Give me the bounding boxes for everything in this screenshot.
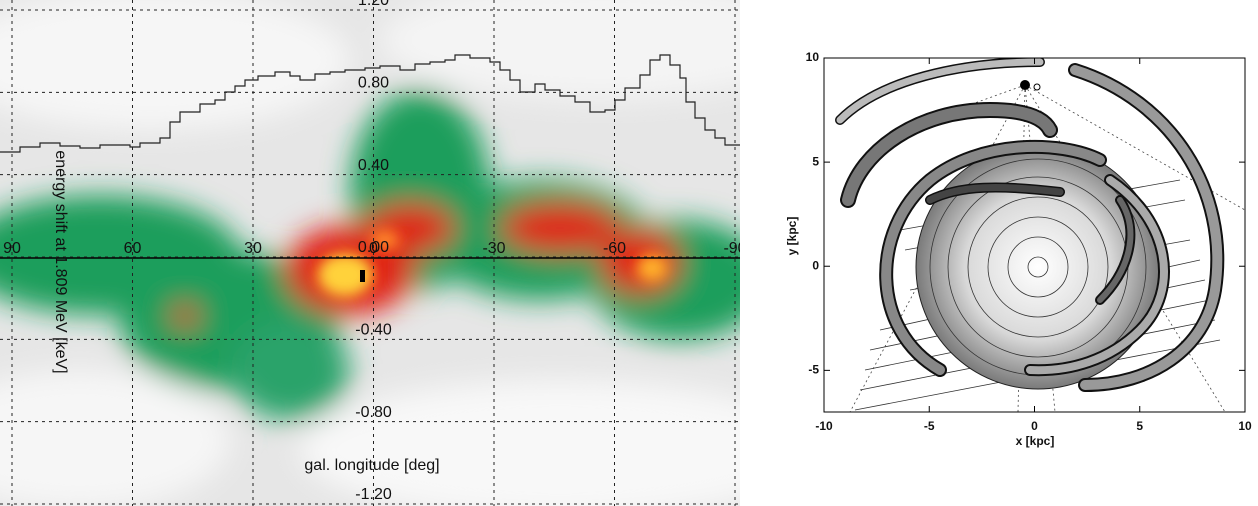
y-tick-label: -0.80: [355, 404, 392, 421]
y-tick-label: 0.40: [358, 157, 389, 174]
x-tick-label: 0: [1031, 419, 1038, 433]
x-tick-label: -30: [482, 240, 505, 257]
x-tick-label: 0: [369, 240, 378, 257]
profile-line: [0, 54, 740, 153]
intensity-map: [0, 0, 740, 506]
x-tick-label: 10: [1238, 419, 1252, 433]
y-tick-label: 5: [812, 154, 819, 168]
left-panel: energy shift at 1.809 MeV [keV] 90 60 30 0 -…: [0, 0, 746, 506]
x-tick-label: 90: [3, 240, 21, 257]
y-tick-label: 0.80: [358, 75, 389, 92]
y-tick-label: -1.20: [355, 486, 392, 503]
y-tick-label: 10: [806, 50, 820, 64]
x-tick-label: -90: [723, 240, 746, 257]
x-tick-label: 5: [1136, 419, 1143, 433]
y-tick-label: 1.20: [358, 0, 389, 9]
y-tick-label: -5: [808, 363, 819, 377]
y-axis-label: energy shift at 1.809 MeV [keV]: [52, 150, 69, 373]
x-tick-label: -5: [924, 419, 935, 433]
y-tick-label: -0.40: [355, 322, 392, 339]
x-tick-label: -60: [603, 240, 626, 257]
x-axis-label: gal. longitude [deg]: [304, 457, 439, 474]
x-tick-label: 60: [124, 240, 142, 257]
x-axis-label: x [kpc]: [1016, 434, 1055, 448]
galaxy-model: [835, 58, 1245, 412]
x-tick-label: 30: [244, 240, 262, 257]
x-tick-label: -10: [815, 419, 833, 433]
right-panel: x [kpc] y [kpc] -10 -5 0 5 10 -5 0 5 10: [785, 50, 1252, 448]
y-axis-label: y [kpc]: [785, 217, 799, 256]
y-tick-label: 0: [812, 258, 819, 272]
y-tick-label: 0.00: [358, 239, 389, 256]
